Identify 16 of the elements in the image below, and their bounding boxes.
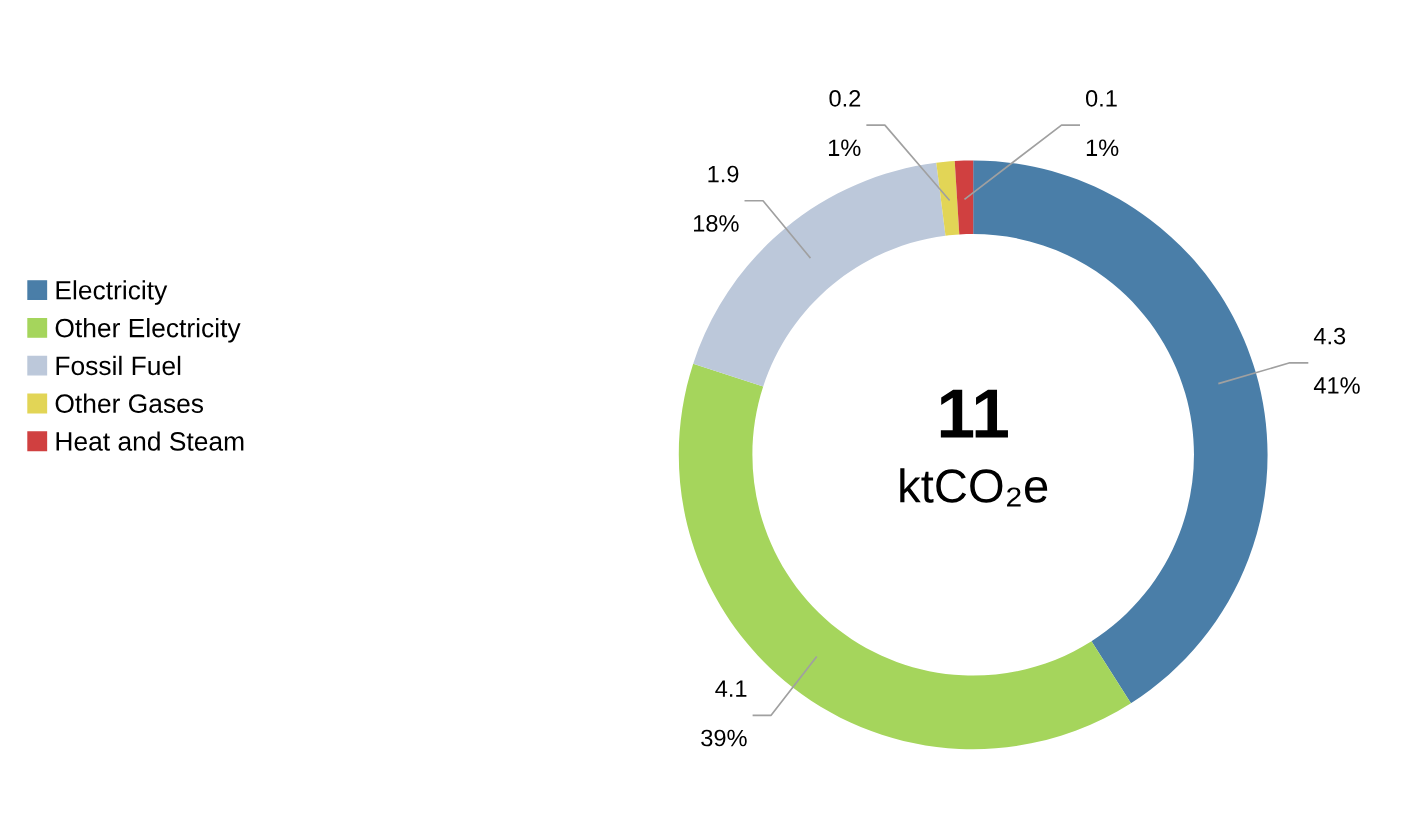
donut-slice — [936, 160, 960, 236]
legend-label: Other Gases — [55, 393, 204, 413]
text: 11 — [940, 389, 1008, 438]
legend-label: Heat and Steam — [56, 431, 244, 451]
text: ktCO₂e — [900, 468, 1048, 507]
text: 4.3 41% — [1313, 327, 1360, 394]
text: 0.2 1% — [828, 90, 861, 157]
legend-label: Electricity — [56, 280, 168, 305]
donut-slice — [693, 162, 946, 387]
legend-label: Other Electricity — [55, 318, 241, 343]
donut-slice — [678, 363, 1131, 750]
legend-label: Fossil Fuel — [56, 355, 181, 376]
text: 0.1 1% — [1085, 90, 1119, 157]
text: 1.9 18% — [694, 165, 739, 232]
text: 4.1 39% — [701, 680, 747, 747]
donut-slice — [954, 160, 974, 235]
